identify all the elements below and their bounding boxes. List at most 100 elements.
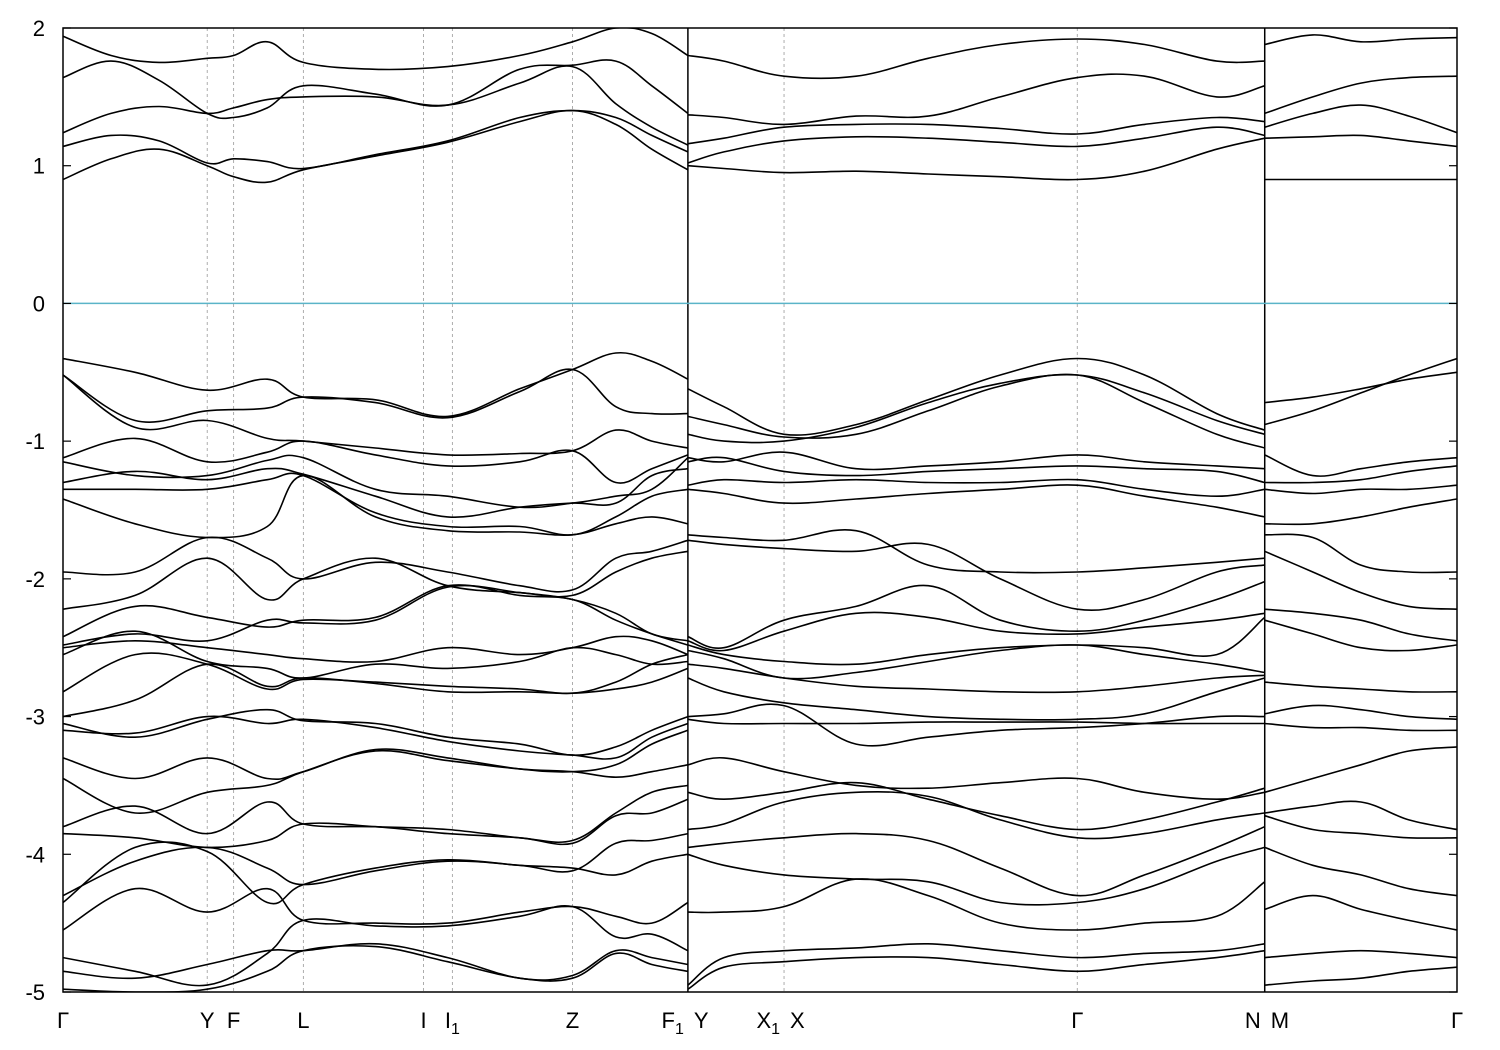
x-tick-label: F <box>227 1008 240 1033</box>
x-tick-label: I <box>420 1008 426 1033</box>
band-line <box>1264 800 1457 831</box>
band-line <box>1264 484 1457 495</box>
x-tick-label: I1 <box>445 1008 460 1038</box>
band-line <box>63 749 689 814</box>
band-line <box>687 718 1265 725</box>
band-line <box>1264 75 1457 115</box>
band-line <box>63 887 689 931</box>
band-line <box>63 729 689 781</box>
band-line <box>63 550 689 610</box>
band-line <box>1264 608 1457 642</box>
y-tick-label: 0 <box>33 291 45 316</box>
band-line <box>687 781 1265 831</box>
band-line <box>1264 814 1457 839</box>
y-tick-label: -5 <box>25 980 45 1005</box>
band-line <box>687 846 1265 906</box>
band-line <box>1264 454 1457 477</box>
band-line <box>687 677 1265 721</box>
y-tick-label: -1 <box>25 429 45 454</box>
band-line <box>63 663 689 718</box>
band-line <box>63 715 689 760</box>
band-line <box>1264 966 1457 986</box>
band-line <box>1264 704 1457 721</box>
band-line <box>1264 550 1457 610</box>
band-line <box>63 28 689 71</box>
plot-frame <box>62 27 1458 993</box>
x-tick-label: Y <box>694 1008 709 1033</box>
band-line <box>1264 371 1457 404</box>
band-series <box>63 28 1457 992</box>
x-tick-label: Γ <box>1071 1008 1083 1033</box>
x-tick-label: F1 <box>662 1008 684 1038</box>
x-tick-label: N <box>1245 1008 1261 1033</box>
band-line <box>687 116 1265 145</box>
band-line <box>687 663 1265 694</box>
band-line <box>687 616 1266 666</box>
band-line <box>63 467 689 518</box>
band-line <box>63 472 689 536</box>
band-line <box>63 109 689 184</box>
band-line <box>63 635 689 663</box>
band-line <box>687 825 1266 897</box>
band-line <box>687 611 1265 652</box>
y-tick-label: -4 <box>25 842 45 867</box>
band-line <box>63 474 689 539</box>
band-line <box>687 38 1265 80</box>
band-line <box>687 949 1265 990</box>
band-line <box>687 539 1265 612</box>
band-line <box>687 484 1265 518</box>
kpoint-gridlines <box>206 28 1266 992</box>
x-tick-label: Γ <box>57 1008 69 1033</box>
band-line <box>687 942 1265 986</box>
x-axis: Γ L X1 X N MY F I I1 Z F1 Y Γ Γ <box>57 1008 1463 1038</box>
band-line <box>63 630 688 679</box>
band-line <box>63 798 689 849</box>
band-line <box>687 878 1266 931</box>
x-tick-label: Γ <box>1451 1008 1463 1033</box>
x-tick-label: X <box>790 1008 805 1033</box>
band-line <box>687 703 1265 747</box>
band-line <box>63 784 689 844</box>
band-line <box>63 708 689 756</box>
band-line <box>63 584 689 646</box>
band-line <box>687 644 1265 680</box>
band-line <box>1264 746 1457 794</box>
y-tick-label: 1 <box>33 154 45 179</box>
band-line <box>687 137 1265 181</box>
band-line <box>63 437 689 484</box>
band-line <box>687 529 1265 574</box>
band-line <box>63 841 689 905</box>
band-line <box>63 454 689 509</box>
band-line <box>687 373 1265 444</box>
band-line <box>63 59 689 120</box>
band-line <box>1264 949 1457 959</box>
band-line <box>1264 619 1457 652</box>
x-tick-label: Y <box>200 1008 215 1033</box>
band-line <box>687 73 1265 126</box>
band-line <box>63 944 689 992</box>
band-line <box>687 756 1265 800</box>
band-line <box>63 942 689 981</box>
band-line <box>687 451 1265 471</box>
band-line <box>687 791 1265 840</box>
band-line <box>63 65 689 146</box>
band-line <box>1264 34 1457 46</box>
x-tick-label: L <box>297 1008 309 1033</box>
band-line <box>63 905 689 987</box>
y-tick-label: 2 <box>33 16 45 41</box>
band-line <box>1264 846 1457 897</box>
band-line <box>1264 104 1457 134</box>
band-line <box>1264 894 1457 931</box>
band-line <box>63 652 689 695</box>
y-tick-label: -2 <box>25 567 45 592</box>
band-line <box>687 580 1265 649</box>
x-tick-label: X1 <box>756 1008 780 1038</box>
band-line <box>687 357 1265 436</box>
band-line <box>687 373 1265 449</box>
band-line <box>1264 533 1457 574</box>
x-tick-label: M <box>1271 1008 1289 1033</box>
band-line <box>1264 357 1457 426</box>
band-line <box>1264 681 1457 693</box>
band-line <box>1264 722 1457 732</box>
